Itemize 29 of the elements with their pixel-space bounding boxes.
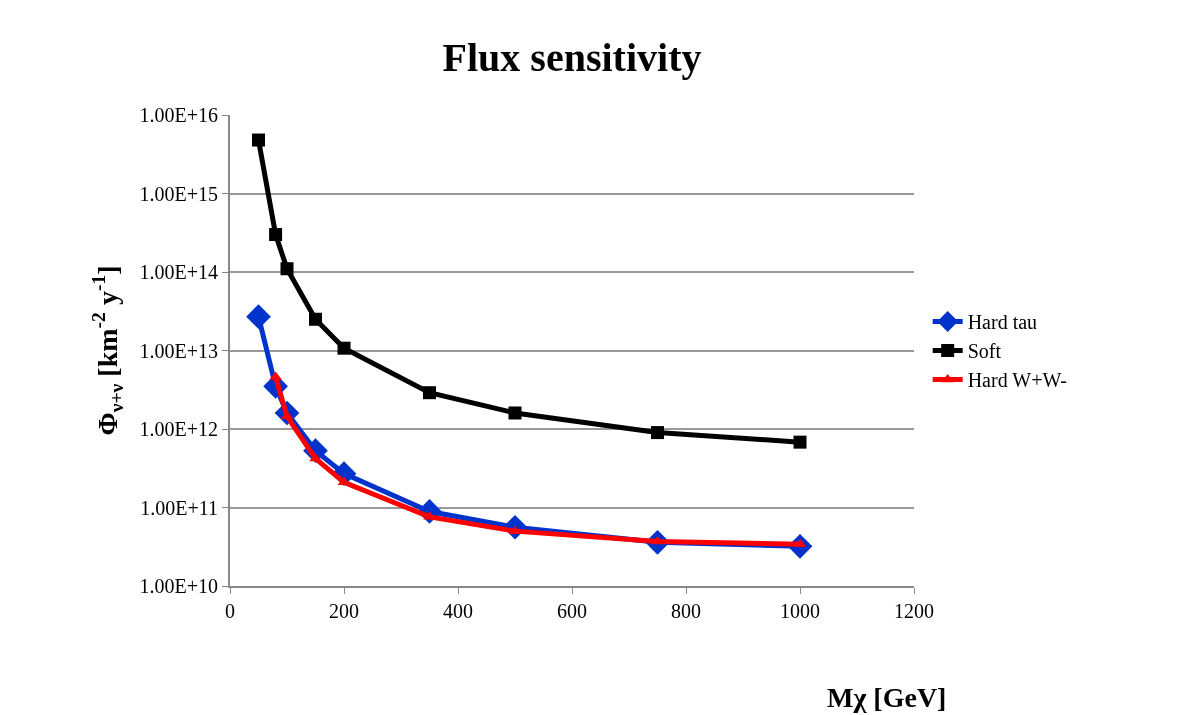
y-tick-label: 1.00E+12	[139, 418, 218, 440]
point	[423, 386, 436, 400]
point	[793, 435, 807, 449]
chart-title: Flux sensitivity	[442, 34, 702, 80]
point	[337, 341, 351, 355]
point	[309, 312, 322, 326]
legend-label: Soft	[967, 340, 1002, 363]
point	[651, 426, 664, 440]
y-tick-label: 1.00E+11	[140, 496, 218, 519]
point	[280, 262, 294, 276]
point	[269, 228, 283, 242]
x-tick-label: 600	[557, 600, 587, 622]
y-tick-label: 1.00E+10	[139, 575, 218, 597]
point	[252, 133, 265, 147]
y-tick-label: 1.00E+13	[139, 339, 218, 362]
x-tick-label: 200	[329, 600, 359, 622]
x-tick-label: 800	[671, 600, 701, 622]
x-tick-label: 400	[443, 600, 473, 622]
y-tick-label: 1.00E+15	[139, 182, 218, 205]
point	[508, 406, 522, 420]
legend-label: Hard W+W-	[967, 369, 1067, 392]
x-tick-label: 0	[225, 600, 235, 622]
x-tick-label: 1000	[780, 600, 820, 622]
x-tick-label: 1200	[894, 600, 934, 622]
y-tick-label: 1.00E+14	[139, 261, 218, 283]
point	[246, 304, 271, 329]
y-tick-label: 1.00E+16	[139, 104, 218, 126]
legend-label: Hard tau	[967, 311, 1038, 334]
x-axis-title: Mχ [GeV]	[827, 682, 947, 713]
